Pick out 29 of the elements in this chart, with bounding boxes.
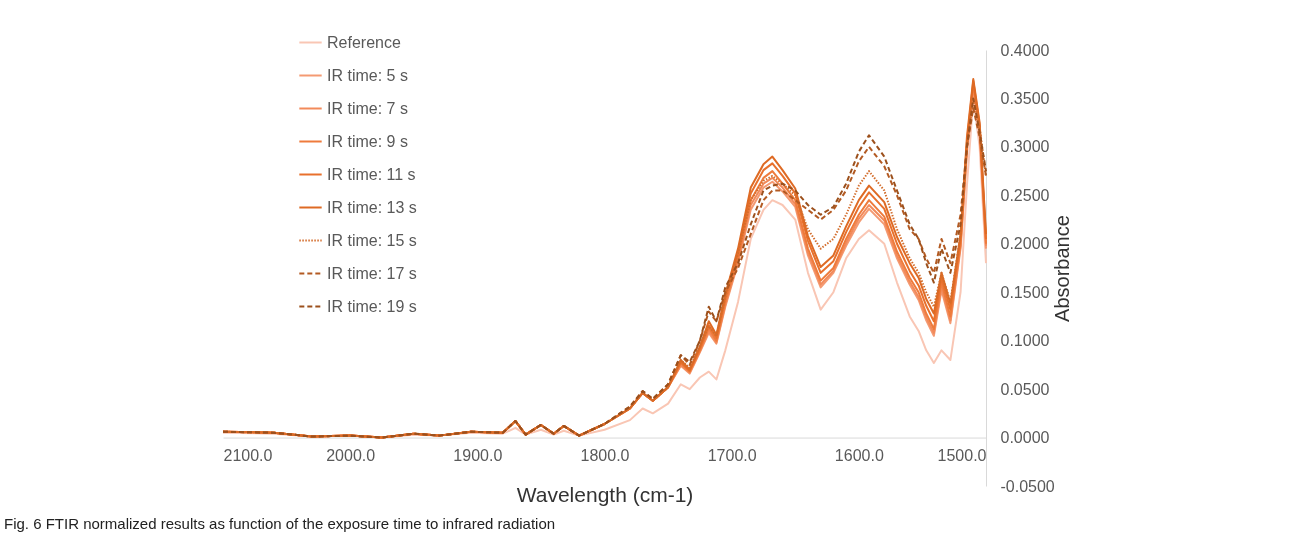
legend-label: Reference xyxy=(327,33,401,51)
x-tick-label: 1600.0 xyxy=(834,447,884,465)
y-tick-label: 0.3000 xyxy=(1000,138,1050,156)
x-axis-title: Wavelength (cm-1) xyxy=(516,482,694,506)
y-tick-label: -0.0500 xyxy=(1000,477,1055,495)
x-tick-label: 1500.0 xyxy=(937,447,987,465)
y-axis-title: Absorbance xyxy=(1050,215,1073,322)
legend-label: IR time: 9 s xyxy=(327,132,408,150)
legend-label: IR time: 19 s xyxy=(327,297,417,315)
y-tick-label: 0.2500 xyxy=(1000,186,1050,204)
legend-label: IR time: 5 s xyxy=(327,66,408,84)
legend-label: IR time: 7 s xyxy=(327,99,408,117)
y-tick-label: 0.0000 xyxy=(1000,429,1050,447)
x-tick-label: 2000.0 xyxy=(326,447,376,465)
legend-label: IR time: 17 s xyxy=(327,264,417,282)
legend-label: IR time: 15 s xyxy=(327,231,417,249)
legend-label: IR time: 11 s xyxy=(327,165,416,183)
y-tick-label: 0.0500 xyxy=(1000,380,1050,398)
x-tick-label: 1700.0 xyxy=(707,447,757,465)
text: Fig. 6 FTIR normalized results as function of the exposure time to infrared radiation xyxy=(4,515,556,532)
y-tick-label: 0.2000 xyxy=(1000,235,1050,253)
legend-label: IR time: 13 s xyxy=(327,198,417,216)
x-tick-label: 2100.0 xyxy=(223,447,273,465)
x-tick-label: 1800.0 xyxy=(580,447,630,465)
y-tick-label: 0.3500 xyxy=(1000,89,1050,107)
y-tick-label: 0.1000 xyxy=(1000,332,1050,350)
y-tick-label: 0.4000 xyxy=(1000,41,1050,59)
x-tick-label: 1900.0 xyxy=(453,447,503,465)
y-tick-label: 0.1500 xyxy=(1000,283,1050,301)
